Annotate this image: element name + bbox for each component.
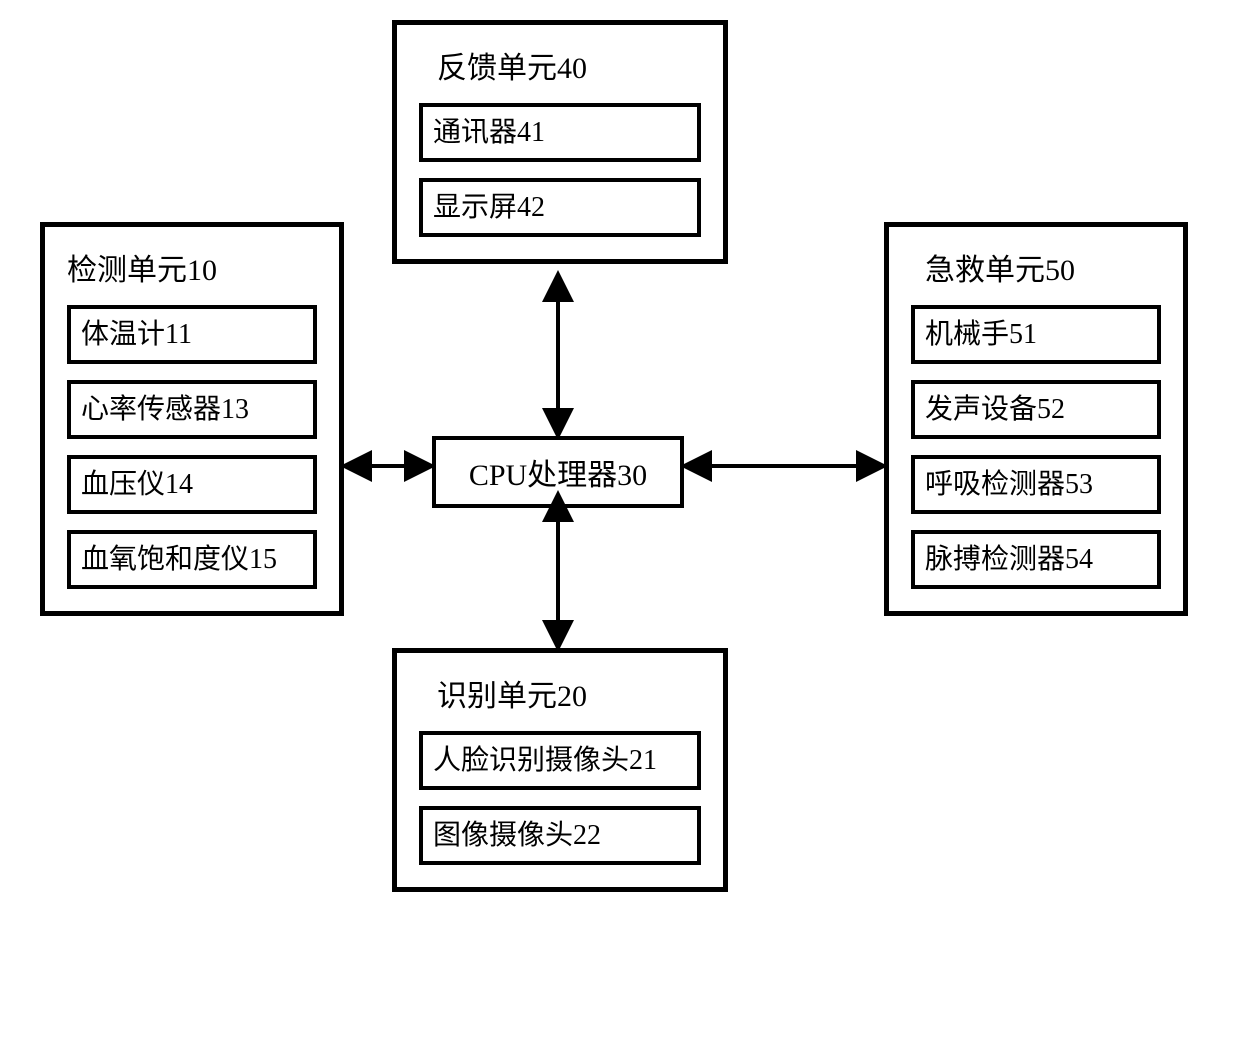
unit-recognition: 识别单元20 人脸识别摄像头21 图像摄像头22 (392, 648, 728, 892)
diagram-canvas: 检测单元10 体温计11 心率传感器13 血压仪14 血氧饱和度仪15 反馈单元… (0, 0, 1240, 1057)
item-pulse-detector: 脉搏检测器54 (911, 530, 1161, 589)
item-face-camera: 人脸识别摄像头21 (419, 731, 701, 790)
item-image-camera: 图像摄像头22 (419, 806, 701, 865)
unit-detection: 检测单元10 体温计11 心率传感器13 血压仪14 血氧饱和度仪15 (40, 222, 344, 616)
cpu-processor: CPU处理器30 (432, 436, 684, 508)
unit-title: 检测单元10 (67, 245, 317, 289)
item-manipulator: 机械手51 (911, 305, 1161, 364)
unit-title: 反馈单元40 (419, 43, 701, 87)
unit-title: 急救单元50 (911, 245, 1161, 289)
item-display: 显示屏42 (419, 178, 701, 237)
unit-emergency: 急救单元50 机械手51 发声设备52 呼吸检测器53 脉搏检测器54 (884, 222, 1188, 616)
item-thermometer: 体温计11 (67, 305, 317, 364)
item-blood-pressure: 血压仪14 (67, 455, 317, 514)
item-heart-rate-sensor: 心率传感器13 (67, 380, 317, 439)
item-breath-detector: 呼吸检测器53 (911, 455, 1161, 514)
item-sound-device: 发声设备52 (911, 380, 1161, 439)
unit-feedback: 反馈单元40 通讯器41 显示屏42 (392, 20, 728, 264)
item-communicator: 通讯器41 (419, 103, 701, 162)
item-spo2: 血氧饱和度仪15 (67, 530, 317, 589)
unit-title: 识别单元20 (419, 671, 701, 715)
